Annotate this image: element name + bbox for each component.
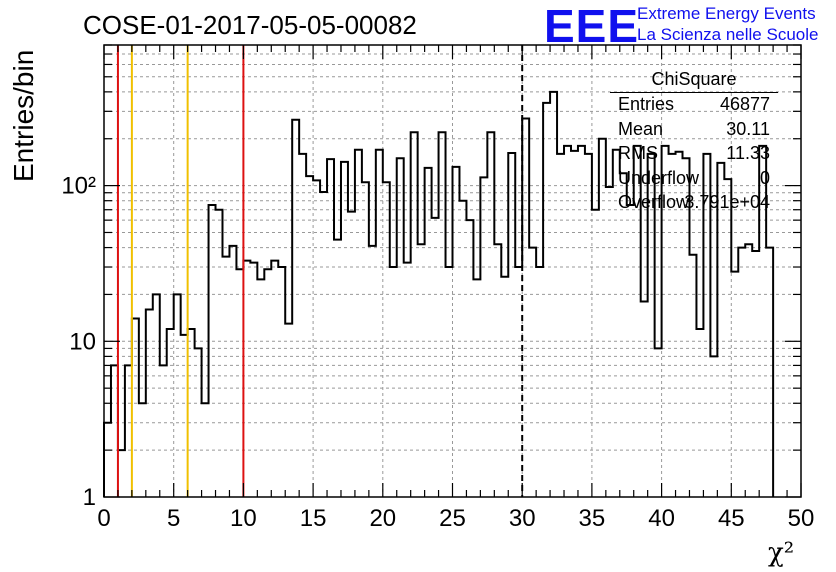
x-tick-label: 30: [509, 505, 536, 532]
x-tick-label: 25: [439, 505, 466, 532]
stats-value: 3.791e+04: [684, 192, 770, 212]
y-tick-label: 1: [83, 484, 96, 511]
x-tick-label: 50: [788, 505, 815, 532]
x-tick-label: 40: [648, 505, 675, 532]
stats-row-mean: Mean 30.11: [610, 119, 778, 144]
stats-title: ChiSquare: [610, 69, 778, 93]
x-tick-label: 10: [230, 505, 257, 532]
stats-row-underflow: Underflow 0: [610, 168, 778, 193]
stats-row-entries: Entries 46877: [610, 94, 778, 119]
histogram-series: [103, 90, 775, 497]
plot-title: COSE-01-2017-05-05-00082: [83, 10, 417, 40]
stats-row-overflow: Overflow 3.791e+04: [610, 192, 778, 217]
eee-logo-line1: Extreme Energy Events: [637, 4, 816, 23]
x-tick-label: 0: [97, 505, 110, 532]
x-tick-label: 35: [579, 505, 606, 532]
x-tick-label: 20: [369, 505, 396, 532]
x-tick-label: 15: [300, 505, 327, 532]
x-tick-label: 45: [718, 505, 745, 532]
stats-box: ChiSquare Entries 46877 Mean 30.11 RMS 1…: [610, 69, 778, 217]
y-tick-label: 10: [69, 328, 96, 355]
stats-row-rms: RMS 11.33: [610, 143, 778, 168]
y-tick-label: 10²: [61, 173, 96, 200]
stats-key: Mean: [618, 118, 664, 139]
stats-value: 46877: [719, 94, 770, 114]
stats-value: 30.11: [726, 118, 770, 139]
y-axis-label: Entries/bin: [8, 49, 39, 182]
stats-key: Entries: [618, 94, 675, 114]
stats-value: 0: [759, 167, 770, 188]
stats-key: Underflow: [618, 167, 700, 188]
eee-logo-line2: La Scienza nelle Scuole: [637, 25, 819, 44]
stats-value: 11.33: [726, 143, 770, 163]
x-axis-label: χ²: [768, 538, 795, 568]
eee-logo: EEE: [544, 0, 640, 52]
stats-key: RMS: [618, 143, 658, 163]
x-tick-label: 5: [167, 505, 180, 532]
stats-key: Overflow: [618, 192, 690, 212]
